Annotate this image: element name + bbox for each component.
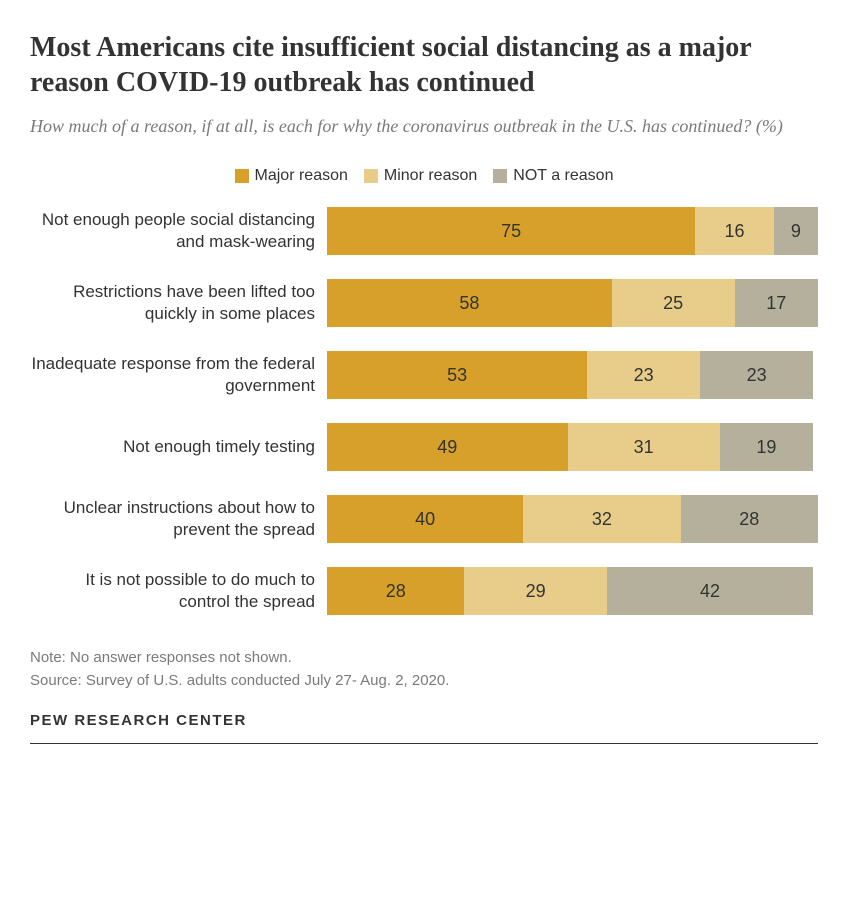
chart-title: Most Americans cite insufficient social … <box>30 30 818 100</box>
row-label: Not enough people social distancing and … <box>30 209 315 253</box>
legend-swatch-icon <box>493 169 507 183</box>
bar-segment-major: 53 <box>327 351 587 399</box>
bar-segment-minor: 16 <box>695 207 774 255</box>
bar-segment-minor: 29 <box>464 567 606 615</box>
row-label: Restrictions have been lifted too quickl… <box>30 281 315 325</box>
bar-segment-major: 58 <box>327 279 612 327</box>
note-text: Note: No answer responses not shown. <box>30 647 818 670</box>
legend-item-not: NOT a reason <box>493 167 613 185</box>
bar: 75169 <box>327 207 818 255</box>
divider <box>30 743 818 744</box>
row-label: Inadequate response from the federal gov… <box>30 353 315 397</box>
legend-item-major: Major reason <box>235 167 348 185</box>
bar-segment-major: 49 <box>327 423 568 471</box>
row-label: Unclear instructions about how to preven… <box>30 497 315 541</box>
legend: Major reason Minor reason NOT a reason <box>30 167 818 185</box>
legend-label: NOT a reason <box>513 167 613 185</box>
chart-row: Restrictions have been lifted too quickl… <box>30 279 818 327</box>
org-name: PEW RESEARCH CENTER <box>30 712 818 729</box>
legend-label: Major reason <box>255 167 348 185</box>
bar-segment-not: 9 <box>774 207 818 255</box>
bar-segment-not: 28 <box>681 495 818 543</box>
bar: 532323 <box>327 351 818 399</box>
bar-segment-not: 17 <box>735 279 818 327</box>
bar-segment-minor: 31 <box>568 423 720 471</box>
legend-swatch-icon <box>235 169 249 183</box>
bar-segment-minor: 32 <box>523 495 680 543</box>
chart-row: It is not possible to do much to control… <box>30 567 818 615</box>
chart-subtitle: How much of a reason, if at all, is each… <box>30 114 818 139</box>
chart-area: Not enough people social distancing and … <box>30 207 818 615</box>
bar: 282942 <box>327 567 818 615</box>
source-text: Source: Survey of U.S. adults conducted … <box>30 670 818 693</box>
row-label: Not enough timely testing <box>30 436 315 458</box>
bar-segment-minor: 25 <box>612 279 735 327</box>
legend-swatch-icon <box>364 169 378 183</box>
bar: 493119 <box>327 423 818 471</box>
bar-segment-major: 40 <box>327 495 523 543</box>
bar-segment-not: 42 <box>607 567 813 615</box>
legend-label: Minor reason <box>384 167 477 185</box>
row-label: It is not possible to do much to control… <box>30 569 315 613</box>
legend-item-minor: Minor reason <box>364 167 477 185</box>
bar-segment-minor: 23 <box>587 351 700 399</box>
chart-row: Inadequate response from the federal gov… <box>30 351 818 399</box>
chart-notes: Note: No answer responses not shown. Sou… <box>30 647 818 692</box>
bar: 403228 <box>327 495 818 543</box>
bar-segment-major: 28 <box>327 567 464 615</box>
bar-segment-not: 19 <box>720 423 813 471</box>
chart-row: Not enough timely testing 493119 <box>30 423 818 471</box>
bar-segment-not: 23 <box>700 351 813 399</box>
chart-row: Not enough people social distancing and … <box>30 207 818 255</box>
chart-row: Unclear instructions about how to preven… <box>30 495 818 543</box>
bar-segment-major: 75 <box>327 207 695 255</box>
bar: 582517 <box>327 279 818 327</box>
